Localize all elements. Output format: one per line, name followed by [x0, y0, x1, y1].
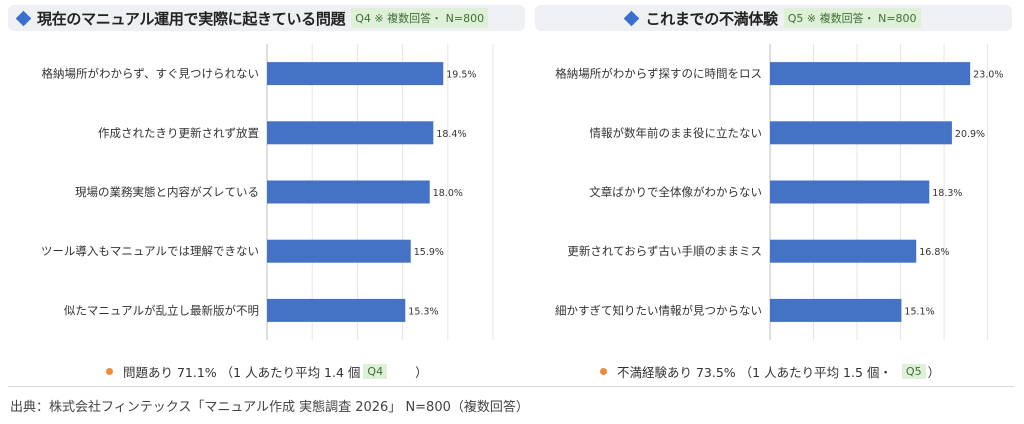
- right-bar: [770, 239, 917, 263]
- right-value-label: 16.8%: [919, 247, 949, 258]
- left-category-label: 現場の業務実態と内容がズレている: [75, 185, 259, 199]
- left-panel-tag: Q4 ※ 複数回答・ N=800: [351, 8, 489, 28]
- right-category-label: 情報が数年前のまま役に立たない: [590, 126, 763, 140]
- right-panel-title: これまでの不満体験: [645, 9, 778, 28]
- right-summary-tag: Q5: [901, 364, 926, 379]
- right-category-label: 格納場所がわからず探すのに時間をロス: [555, 67, 762, 81]
- left-value-label: 15.9%: [414, 247, 444, 258]
- left-category-label: ツール導入もマニュアルでは理解できない: [41, 244, 259, 258]
- diamond-icon: [15, 10, 32, 26]
- source-note: 出典：株式会社フィンテックス「マニュアル作成 実態調査 2026」 N=800（…: [10, 400, 529, 415]
- right-value-label: 15.1%: [904, 306, 934, 317]
- left-panel-header: 現在のマニュアル運用で実際に起きている問題 Q4 ※ 複数回答・ N=800: [8, 5, 525, 31]
- bullet-dot-icon: [106, 368, 113, 375]
- right-value-label: 18.3%: [932, 188, 962, 199]
- right-summary-text: 不満経験あり 73.5% （1 人あたり平均 1.5 個・: [617, 365, 892, 380]
- right-bar-chart: 格納場所がわからず探すのに時間をロス 23.0% 情報が数年前のまま役に立たない 20…: [555, 44, 1003, 340]
- left-summary: 問題あり 71.1% （1 人あたり平均 1.4 個 Q4 ）: [106, 362, 428, 381]
- left-bar: [267, 239, 411, 263]
- left-category-label: 格納場所がわからず、すぐ見つけられない: [42, 67, 259, 81]
- left-value-label: 18.4%: [436, 129, 466, 140]
- right-bar: [770, 121, 952, 145]
- right-panel-header: これまでの不満体験 Q5 ※ 複数回答・ N=800: [535, 5, 1012, 31]
- right-bar: [770, 62, 971, 86]
- bullet-dot-icon: [600, 368, 607, 375]
- right-bar: [770, 180, 930, 204]
- divider: [8, 386, 1014, 387]
- left-bar: [267, 298, 406, 322]
- left-value-label: 18.0%: [433, 188, 463, 199]
- left-panel-title: 現在のマニュアル運用で実際に起きている問題: [37, 9, 346, 28]
- right-category-label: 細かすぎて知りたい情報が見つからない: [555, 303, 762, 317]
- left-value-label: 15.3%: [408, 306, 438, 317]
- left-bar: [267, 62, 444, 86]
- right-summary-close: ）: [927, 365, 941, 380]
- right-category-label: 更新されておらず古い手順のままミス: [567, 244, 762, 258]
- left-bar: [267, 121, 434, 145]
- left-bar: [267, 180, 430, 204]
- diamond-icon: [624, 10, 640, 26]
- left-summary-close: ）: [415, 365, 428, 380]
- right-value-label: 23.0%: [973, 70, 1003, 81]
- right-bar: [770, 298, 902, 322]
- right-value-label: 20.9%: [955, 129, 985, 140]
- right-summary: 不満経験あり 73.5% （1 人あたり平均 1.5 個・ Q5 ）: [600, 362, 940, 381]
- right-category-label: 文章ばかりで全体像がわからない: [589, 185, 762, 199]
- left-bar-chart: 格納場所がわからず、すぐ見つけられない 19.5% 作成されたきり更新されず放置 18…: [41, 44, 494, 340]
- left-summary-tag: Q4: [363, 364, 388, 379]
- left-value-label: 19.5%: [446, 70, 476, 81]
- left-summary-text: 問題あり 71.1% （1 人あたり平均 1.4 個: [123, 365, 361, 380]
- left-category-label: 作成されたきり更新されず放置: [98, 126, 259, 140]
- left-category-label: 似たマニュアルが乱立し最新版が不明: [64, 303, 259, 317]
- right-panel-tag: Q5 ※ 複数回答・ N=800: [783, 8, 921, 28]
